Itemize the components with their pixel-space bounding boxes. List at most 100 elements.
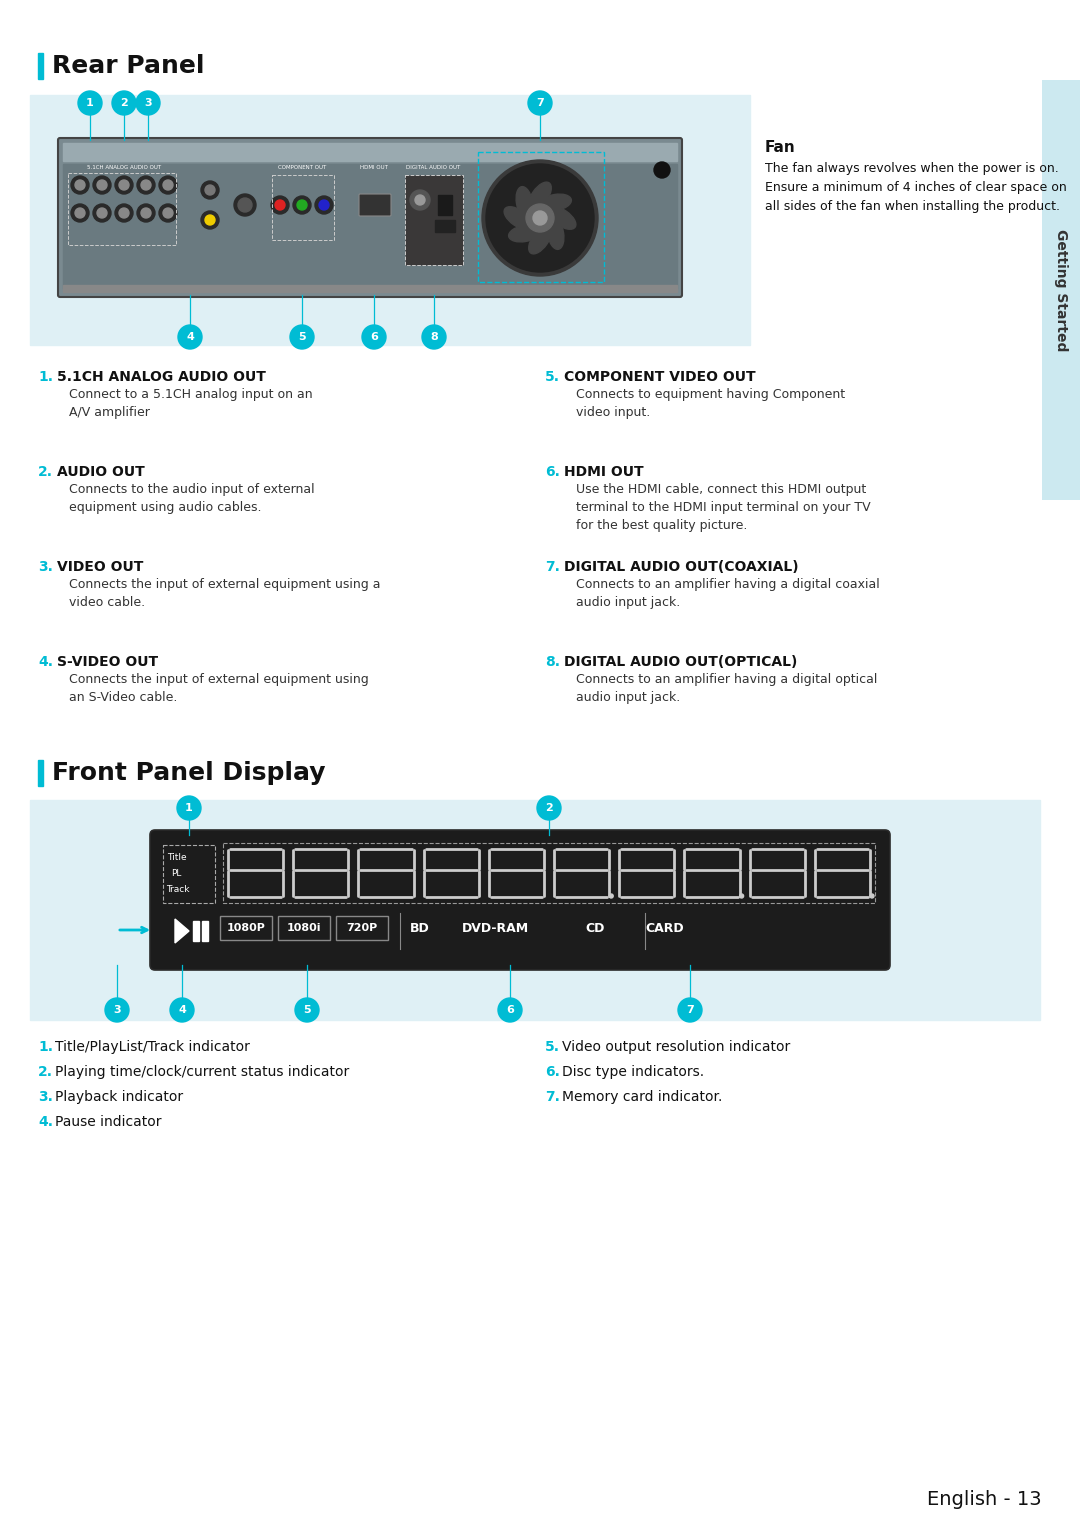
Bar (478, 153, 604, 282)
Circle shape (78, 92, 102, 114)
Circle shape (362, 325, 386, 349)
Text: Pause indicator: Pause indicator (55, 1116, 162, 1129)
Text: The fan always revolves when the power is on.
Ensure a minimum of 4 inches of cl: The fan always revolves when the power i… (765, 162, 1067, 214)
FancyBboxPatch shape (58, 137, 681, 298)
Text: Connects to an amplifier having a digital coaxial
audio input jack.: Connects to an amplifier having a digita… (576, 578, 880, 609)
Text: 1.: 1. (38, 369, 53, 385)
Text: HDMI OUT: HDMI OUT (564, 465, 644, 479)
Circle shape (163, 208, 173, 218)
Text: 720P: 720P (347, 923, 378, 932)
Ellipse shape (549, 206, 576, 229)
Bar (336, 916, 388, 940)
Text: Front Panel Display: Front Panel Display (52, 761, 325, 784)
Circle shape (177, 797, 201, 819)
Circle shape (295, 998, 319, 1022)
Text: 2.: 2. (38, 465, 53, 479)
Circle shape (114, 204, 133, 221)
Circle shape (119, 208, 129, 218)
Ellipse shape (529, 182, 551, 211)
Text: VIDEO OUT: VIDEO OUT (57, 560, 144, 574)
Circle shape (97, 208, 107, 218)
Text: DIGITAL AUDIO OUT: DIGITAL AUDIO OUT (406, 165, 460, 169)
Circle shape (293, 195, 311, 214)
Circle shape (319, 200, 329, 211)
Circle shape (740, 894, 744, 897)
Text: 5.: 5. (545, 1041, 561, 1054)
Circle shape (97, 180, 107, 191)
Circle shape (609, 894, 613, 897)
Bar (435, 220, 455, 232)
Text: Title: Title (167, 853, 187, 862)
Text: Video output resolution indicator: Video output resolution indicator (562, 1041, 791, 1054)
Text: English - 13: English - 13 (928, 1489, 1042, 1509)
Text: 3: 3 (145, 98, 152, 108)
Circle shape (141, 208, 151, 218)
Circle shape (678, 998, 702, 1022)
Text: 6: 6 (507, 1006, 514, 1015)
Text: BD: BD (410, 922, 430, 934)
Circle shape (291, 325, 314, 349)
Circle shape (498, 998, 522, 1022)
Bar (222, 842, 875, 903)
Bar (163, 845, 215, 903)
Text: DIGITAL AUDIO OUT(OPTICAL): DIGITAL AUDIO OUT(OPTICAL) (564, 655, 797, 668)
Circle shape (486, 163, 594, 272)
Circle shape (537, 797, 561, 819)
Text: 2.: 2. (38, 1065, 53, 1079)
Text: Getting Started: Getting Started (1054, 229, 1068, 351)
Circle shape (528, 92, 552, 114)
Circle shape (75, 208, 85, 218)
Circle shape (141, 180, 151, 191)
Text: 5.1CH ANALOG AUDIO OUT: 5.1CH ANALOG AUDIO OUT (86, 165, 161, 169)
Text: 7.: 7. (545, 1090, 559, 1103)
Text: 2: 2 (120, 98, 127, 108)
Text: 4.: 4. (38, 655, 53, 668)
Text: Playback indicator: Playback indicator (55, 1090, 184, 1103)
Text: 5.1CH ANALOG AUDIO OUT: 5.1CH ANALOG AUDIO OUT (57, 369, 266, 385)
Circle shape (271, 195, 289, 214)
Text: 3.: 3. (38, 560, 53, 574)
Text: 1080i: 1080i (287, 923, 321, 932)
Text: 6.: 6. (545, 465, 559, 479)
Ellipse shape (516, 186, 532, 218)
Circle shape (526, 204, 554, 232)
Circle shape (93, 175, 111, 194)
Text: DVD-RAM: DVD-RAM (461, 922, 528, 934)
Text: PL: PL (171, 868, 181, 877)
Text: 1: 1 (86, 98, 94, 108)
Text: Connects to an amplifier having a digital optical
audio input jack.: Connects to an amplifier having a digita… (576, 673, 877, 703)
Polygon shape (175, 919, 189, 943)
Ellipse shape (540, 194, 571, 211)
Circle shape (275, 200, 285, 211)
Bar (193, 922, 199, 942)
Text: 4: 4 (178, 1006, 186, 1015)
Circle shape (136, 92, 160, 114)
FancyBboxPatch shape (359, 194, 391, 217)
Circle shape (159, 204, 177, 221)
Text: Connects to equipment having Component
video input.: Connects to equipment having Component v… (576, 388, 846, 420)
Bar (30, 800, 1040, 1019)
Circle shape (205, 185, 215, 195)
Circle shape (234, 194, 256, 217)
Circle shape (238, 198, 252, 212)
Circle shape (205, 215, 215, 224)
Bar (1042, 79, 1080, 501)
Circle shape (159, 175, 177, 194)
Circle shape (415, 195, 426, 204)
Text: Playing time/clock/current status indicator: Playing time/clock/current status indica… (55, 1065, 349, 1079)
Text: DIGITAL AUDIO OUT(COAXIAL): DIGITAL AUDIO OUT(COAXIAL) (564, 560, 798, 574)
Bar (272, 175, 334, 240)
Circle shape (93, 204, 111, 221)
Text: COMPONENT OUT: COMPONENT OUT (278, 165, 326, 169)
Circle shape (201, 182, 219, 198)
Circle shape (422, 325, 446, 349)
Text: 1: 1 (185, 803, 193, 813)
Text: AUDIO OUT: AUDIO OUT (57, 465, 145, 479)
Text: 1080P: 1080P (227, 923, 266, 932)
Text: Disc type indicators.: Disc type indicators. (562, 1065, 704, 1079)
Circle shape (112, 92, 136, 114)
Circle shape (654, 162, 670, 179)
Text: COMPONENT VIDEO OUT: COMPONENT VIDEO OUT (564, 369, 756, 385)
Text: Connects the input of external equipment using a
video cable.: Connects the input of external equipment… (69, 578, 380, 609)
Circle shape (75, 180, 85, 191)
